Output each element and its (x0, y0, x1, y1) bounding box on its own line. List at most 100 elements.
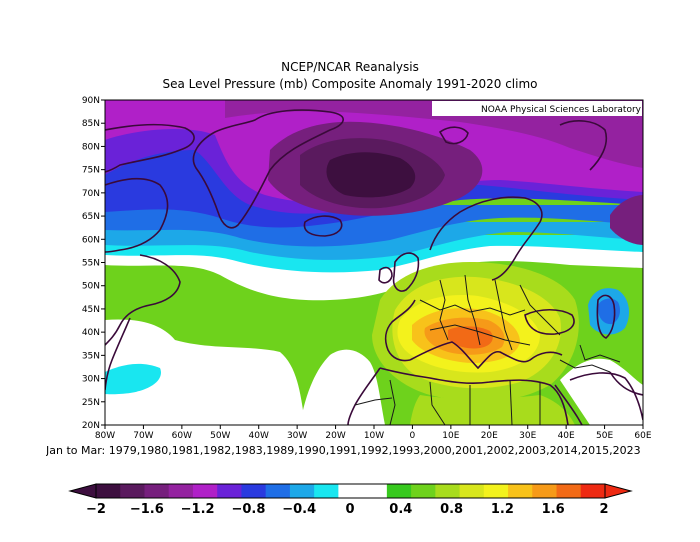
coastline-persian-gulf (609, 371, 643, 396)
lon-label: 30E (519, 431, 536, 441)
region-pos-16 (448, 326, 493, 349)
colorbar-swatch (265, 484, 291, 498)
lat-label: 40N (82, 328, 100, 338)
coastline-arabia (569, 372, 643, 421)
lat-label: 45N (82, 305, 100, 315)
coastline-europe-west (384, 299, 416, 362)
border-b (439, 279, 449, 341)
colorbar-min-arrow (68, 483, 97, 499)
colorbar-label: −0.4 (282, 502, 316, 517)
border-e (519, 284, 561, 336)
region-purple (225, 100, 643, 168)
lon-label: 50E (596, 431, 613, 441)
lat-label: 30N (82, 375, 100, 385)
colorbar-label: −0.8 (231, 502, 265, 517)
lat-label: 75N (82, 166, 100, 176)
lon-label: 80W (95, 431, 115, 441)
coastline-ireland (378, 266, 393, 284)
region-east-purple (610, 195, 643, 245)
lon-label: 20E (481, 431, 498, 441)
coastline-arctic-canada (105, 123, 195, 173)
lat-label: 50N (82, 282, 100, 292)
border-c (464, 274, 481, 346)
lat-label: 85N (82, 119, 100, 129)
lon-label: 70W (133, 431, 153, 441)
colorbar-swatch (459, 484, 485, 498)
lon-label: 60W (172, 431, 192, 441)
coastline-africa-north (379, 367, 569, 425)
colorbar-label: 0.8 (440, 502, 463, 517)
coastline-scandinavia (429, 196, 543, 281)
colorbar-swatch (192, 484, 218, 498)
lon-label: 50W (210, 431, 230, 441)
colorbar-labels: −2 −1.6 −1.2 −0.8 −0.4 0 0.4 0.8 1.2 1.6 2 (86, 502, 609, 517)
coastline-labrador (105, 254, 181, 346)
colorbar-swatch (168, 484, 194, 498)
coastline-black-sea (524, 308, 575, 335)
chart-title: NCEP/NCAR Reanalysis (281, 60, 419, 74)
lon-label: 60E (634, 431, 651, 441)
coastline-novaya-zemlya (559, 120, 608, 171)
coastline-caspian (596, 294, 616, 339)
lat-label: 35N (82, 351, 100, 361)
country-borders (354, 274, 621, 425)
colorbar-swatch (217, 484, 242, 498)
lat-label: 60N (82, 235, 100, 245)
coastline-iceland (303, 215, 343, 237)
colorbar-swatch (241, 484, 267, 498)
colorbar-swatch (483, 484, 509, 498)
coastline-svalbard (438, 126, 469, 145)
colorbar-label: −1.6 (130, 502, 164, 517)
coastline-red-sea (554, 384, 583, 425)
lon-label: 40E (558, 431, 575, 441)
colorbar-label: 1.6 (542, 502, 565, 517)
colorbar-swatch (338, 484, 364, 498)
lon-label: 20W (325, 431, 345, 441)
border-l (559, 359, 611, 373)
colorbar-swatch (532, 484, 558, 498)
colorbar-swatches (68, 483, 633, 499)
region-zero-southwest (105, 319, 305, 425)
border-d (494, 279, 513, 351)
anomaly-field (105, 100, 643, 425)
anomaly-map: NOAA Physical Sciences Laboratory 90N 85N… (82, 96, 652, 441)
lat-label: 65N (82, 212, 100, 222)
colorbar: −2 −1.6 −1.2 −0.8 −0.4 0 0.4 0.8 1.2 1.6 2 (68, 483, 633, 517)
region-cyan-southwest (105, 363, 161, 395)
lon-label: 40W (249, 431, 269, 441)
colorbar-swatch (411, 484, 436, 498)
lon-label: 30W (287, 431, 307, 441)
colorbar-label: −1.2 (181, 502, 215, 517)
coastline-mediterranean-north (409, 341, 563, 370)
lat-label: 25N (82, 398, 100, 408)
lon-label: 0 (410, 431, 416, 441)
coastline-baffin (105, 177, 169, 253)
colorbar-swatch (556, 484, 582, 498)
credit-box (432, 101, 642, 116)
lat-label: 55N (82, 259, 100, 269)
border-m (579, 344, 621, 363)
colorbar-swatch (96, 484, 121, 498)
colorbar-max-arrow (604, 483, 633, 499)
colorbar-label: 0 (345, 502, 354, 517)
region-zero-east (560, 358, 643, 425)
latitude-ticks: 90N 85N 80N 75N 70N 65N 60N 55N 50N 45N 40N 35N 30N 2… (82, 96, 105, 431)
colorbar-swatch (144, 484, 170, 498)
border-g (389, 379, 396, 425)
lon-label: 10W (364, 431, 384, 441)
border-h (429, 381, 446, 425)
colorbar-swatch (508, 484, 533, 498)
chart-subtitle: Sea Level Pressure (mb) Composite Anomal… (162, 77, 538, 91)
colorbar-swatch (580, 484, 606, 498)
border-a (419, 299, 526, 316)
colorbar-swatch (435, 484, 461, 498)
region-africa (410, 395, 575, 425)
border-n (354, 397, 393, 406)
coastline-greenland (192, 109, 344, 229)
colorbar-swatch (386, 484, 412, 498)
colorbar-swatch (289, 484, 315, 498)
colorbar-label: 2 (599, 502, 608, 517)
lon-label: 10E (442, 431, 459, 441)
colorbar-swatch (362, 484, 388, 498)
colorbar-label: 0.4 (389, 502, 412, 517)
